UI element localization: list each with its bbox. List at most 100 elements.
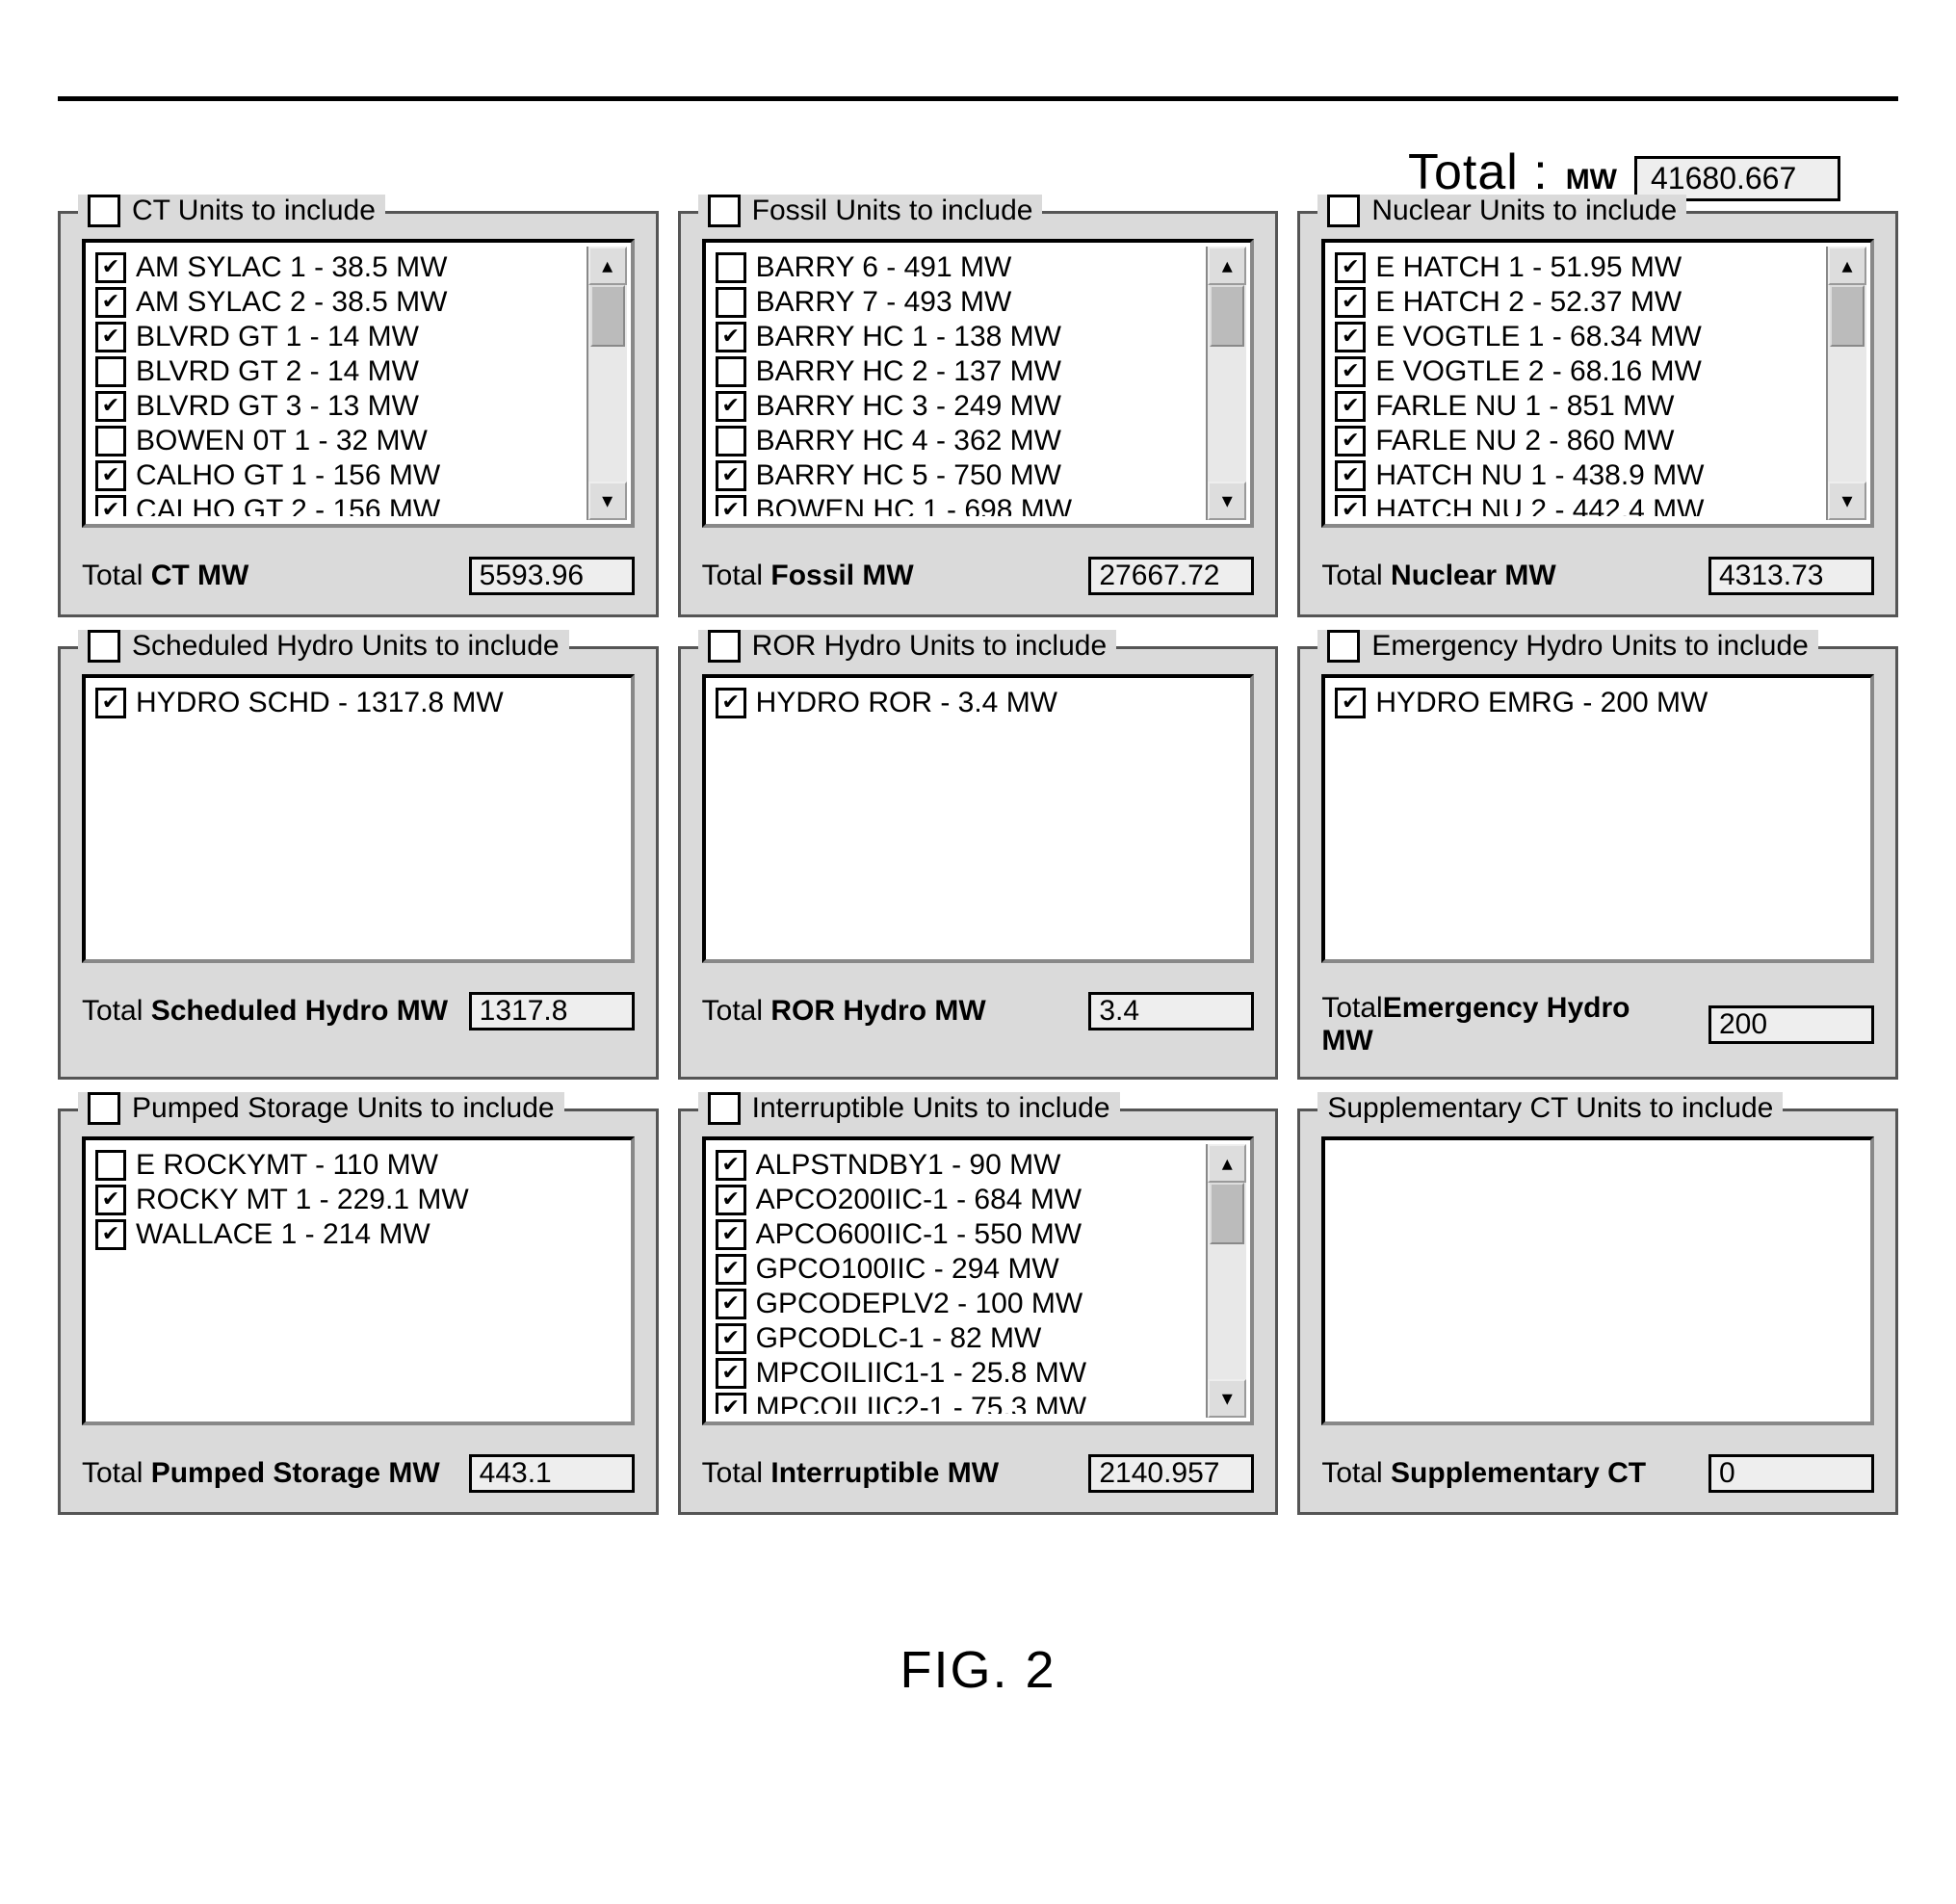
item-checkbox[interactable] xyxy=(1335,495,1366,516)
item-checkbox[interactable] xyxy=(716,1323,746,1354)
list-item[interactable]: GPCODEPLV2 - 100 MW xyxy=(716,1287,1203,1321)
item-checkbox[interactable] xyxy=(1335,426,1366,456)
item-checkbox[interactable] xyxy=(95,460,126,491)
panel-legend-checkbox-interruptible[interactable] xyxy=(708,1092,741,1125)
listbox-ct[interactable]: AM SYLAC 1 - 38.5 MWAM SYLAC 2 - 38.5 MW… xyxy=(82,239,635,528)
item-checkbox[interactable] xyxy=(716,460,746,491)
scroll-up-icon[interactable]: ▴ xyxy=(1828,247,1866,285)
item-checkbox[interactable] xyxy=(95,426,126,456)
list-item[interactable]: BARRY 6 - 491 MW xyxy=(716,250,1203,285)
panel-legend-checkbox-emrg_hydro[interactable] xyxy=(1327,630,1360,663)
list-item[interactable]: BOWEN HC 1 - 698 MW xyxy=(716,493,1203,516)
scrollbar[interactable]: ▴▾ xyxy=(1206,247,1246,520)
listbox-nuclear[interactable]: E HATCH 1 - 51.95 MWE HATCH 2 - 52.37 MW… xyxy=(1321,239,1874,528)
listbox-supp_ct[interactable] xyxy=(1321,1136,1874,1425)
scroll-up-icon[interactable]: ▴ xyxy=(588,247,627,285)
scroll-thumb[interactable] xyxy=(1210,1183,1244,1244)
item-checkbox[interactable] xyxy=(95,495,126,516)
item-checkbox[interactable] xyxy=(716,1254,746,1285)
scroll-thumb[interactable] xyxy=(590,285,625,347)
list-item[interactable]: E VOGTLE 2 - 68.16 MW xyxy=(1335,354,1822,389)
list-item[interactable]: HYDRO EMRG - 200 MW xyxy=(1335,686,1861,720)
scrollbar[interactable]: ▴▾ xyxy=(587,247,627,520)
item-checkbox[interactable] xyxy=(1335,287,1366,318)
item-checkbox[interactable] xyxy=(716,322,746,352)
list-item[interactable]: MPCOILIIC1-1 - 25.8 MW xyxy=(716,1356,1203,1391)
item-checkbox[interactable] xyxy=(716,1150,746,1181)
item-checkbox[interactable] xyxy=(1335,688,1366,718)
item-checkbox[interactable] xyxy=(716,252,746,283)
list-item[interactable]: ROCKY MT 1 - 229.1 MW xyxy=(95,1183,621,1217)
panel-legend-checkbox-fossil[interactable] xyxy=(708,195,741,227)
list-item[interactable]: MPCOILIIC2-1 - 75.3 MW xyxy=(716,1391,1203,1414)
item-checkbox[interactable] xyxy=(95,1150,126,1181)
list-item[interactable]: AM SYLAC 2 - 38.5 MW xyxy=(95,285,583,320)
list-item[interactable]: HYDRO SCHD - 1317.8 MW xyxy=(95,686,621,720)
list-item[interactable]: ALPSTNDBY1 - 90 MW xyxy=(716,1148,1203,1183)
listbox-sched_hydro[interactable]: HYDRO SCHD - 1317.8 MW xyxy=(82,674,635,963)
scroll-up-icon[interactable]: ▴ xyxy=(1208,247,1246,285)
scroll-down-icon[interactable]: ▾ xyxy=(1208,1379,1246,1418)
item-checkbox[interactable] xyxy=(716,688,746,718)
list-item[interactable]: APCO600IIC-1 - 550 MW xyxy=(716,1217,1203,1252)
list-item[interactable]: GPCODLC-1 - 82 MW xyxy=(716,1321,1203,1356)
item-checkbox[interactable] xyxy=(95,688,126,718)
listbox-pumped[interactable]: E ROCKYMT - 110 MWROCKY MT 1 - 229.1 MWW… xyxy=(82,1136,635,1425)
item-checkbox[interactable] xyxy=(1335,356,1366,387)
list-item[interactable]: BARRY HC 2 - 137 MW xyxy=(716,354,1203,389)
listbox-emrg_hydro[interactable]: HYDRO EMRG - 200 MW xyxy=(1321,674,1874,963)
item-checkbox[interactable] xyxy=(1335,252,1366,283)
listbox-ror_hydro[interactable]: HYDRO ROR - 3.4 MW xyxy=(702,674,1255,963)
list-item[interactable]: BARRY HC 4 - 362 MW xyxy=(716,424,1203,458)
scroll-thumb[interactable] xyxy=(1830,285,1865,347)
scroll-track[interactable] xyxy=(588,285,627,482)
list-item[interactable]: GPCO100IIC - 294 MW xyxy=(716,1252,1203,1287)
item-checkbox[interactable] xyxy=(95,391,126,422)
list-item[interactable]: BOWEN 0T 1 - 32 MW xyxy=(95,424,583,458)
panel-legend-checkbox-ror_hydro[interactable] xyxy=(708,630,741,663)
list-item[interactable]: WALLACE 1 - 214 MW xyxy=(95,1217,621,1252)
scrollbar[interactable]: ▴▾ xyxy=(1206,1144,1246,1418)
list-item[interactable]: BARRY HC 3 - 249 MW xyxy=(716,389,1203,424)
list-item[interactable]: APCO200IIC-1 - 684 MW xyxy=(716,1183,1203,1217)
list-item[interactable]: CALHO GT 2 - 156 MW xyxy=(95,493,583,516)
scrollbar[interactable]: ▴▾ xyxy=(1826,247,1866,520)
item-checkbox[interactable] xyxy=(95,252,126,283)
item-checkbox[interactable] xyxy=(95,1185,126,1215)
item-checkbox[interactable] xyxy=(1335,460,1366,491)
list-item[interactable]: FARLE NU 2 - 860 MW xyxy=(1335,424,1822,458)
scroll-track[interactable] xyxy=(1208,285,1246,482)
listbox-fossil[interactable]: BARRY 6 - 491 MWBARRY 7 - 493 MW BARRY HC… xyxy=(702,239,1255,528)
item-checkbox[interactable] xyxy=(1335,322,1366,352)
list-item[interactable]: E HATCH 2 - 52.37 MW xyxy=(1335,285,1822,320)
scroll-track[interactable] xyxy=(1828,285,1866,482)
list-item[interactable]: E HATCH 1 - 51.95 MW xyxy=(1335,250,1822,285)
scroll-thumb[interactable] xyxy=(1210,285,1244,347)
item-checkbox[interactable] xyxy=(95,322,126,352)
list-item[interactable]: BLVRD GT 1 - 14 MW xyxy=(95,320,583,354)
item-checkbox[interactable] xyxy=(716,1219,746,1250)
list-item[interactable]: HYDRO ROR - 3.4 MW xyxy=(716,686,1241,720)
list-item[interactable]: BARRY 7 - 493 MW xyxy=(716,285,1203,320)
item-checkbox[interactable] xyxy=(716,495,746,516)
panel-legend-checkbox-ct[interactable] xyxy=(88,195,120,227)
item-checkbox[interactable] xyxy=(716,287,746,318)
list-item[interactable]: HATCH NU 1 - 438.9 MW xyxy=(1335,458,1822,493)
scroll-down-icon[interactable]: ▾ xyxy=(588,482,627,520)
item-checkbox[interactable] xyxy=(1335,391,1366,422)
list-item[interactable]: HATCH NU 2 - 442.4 MW xyxy=(1335,493,1822,516)
scroll-down-icon[interactable]: ▾ xyxy=(1208,482,1246,520)
list-item[interactable]: BLVRD GT 3 - 13 MW xyxy=(95,389,583,424)
list-item[interactable]: E ROCKYMT - 110 MW xyxy=(95,1148,621,1183)
scroll-track[interactable] xyxy=(1208,1183,1246,1379)
scroll-down-icon[interactable]: ▾ xyxy=(1828,482,1866,520)
item-checkbox[interactable] xyxy=(716,1358,746,1389)
item-checkbox[interactable] xyxy=(95,356,126,387)
item-checkbox[interactable] xyxy=(95,1219,126,1250)
item-checkbox[interactable] xyxy=(716,1289,746,1319)
list-item[interactable]: E VOGTLE 1 - 68.34 MW xyxy=(1335,320,1822,354)
panel-legend-checkbox-nuclear[interactable] xyxy=(1327,195,1360,227)
item-checkbox[interactable] xyxy=(716,1185,746,1215)
panel-legend-checkbox-pumped[interactable] xyxy=(88,1092,120,1125)
list-item[interactable]: AM SYLAC 1 - 38.5 MW xyxy=(95,250,583,285)
